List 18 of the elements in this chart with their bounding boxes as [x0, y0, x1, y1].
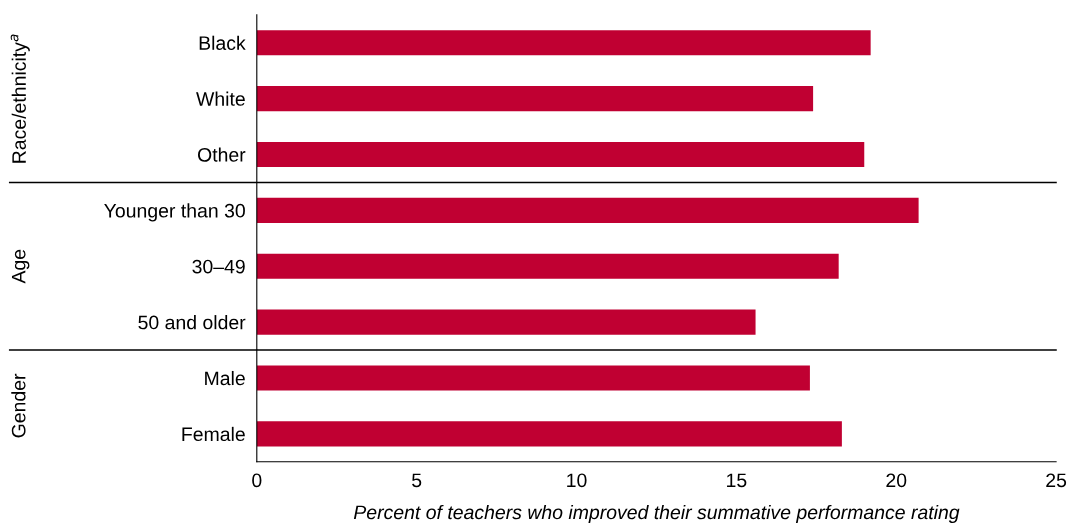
x-tick-label: 15 [727, 473, 747, 488]
y-axis-title: Gender [11, 373, 26, 438]
y-axis-title: Race/ethnicity$^{a}$ [10, 34, 30, 163]
y-tick-label: 30–49 [192, 259, 245, 274]
x-tick-label: 25 [1046, 473, 1067, 488]
y-tick-label: Black [199, 35, 246, 50]
y-axis-title: Age [11, 249, 30, 284]
x-tick-label: 10 [567, 473, 587, 488]
y-tick-label: Younger than 30 [104, 203, 245, 222]
x-tick-label: 20 [886, 473, 907, 488]
x-tick-label: 0 [252, 473, 262, 488]
y-tick-label: Male [205, 370, 245, 386]
y-tick-label: Female [182, 426, 245, 442]
y-tick-label: Other [197, 147, 246, 162]
x-axis-title: Percent of teachers who improved their summative performance rating [353, 504, 960, 524]
y-tick-label: White [196, 91, 245, 106]
y-tick-label: 50 and older [138, 315, 246, 330]
x-tick-label: 5 [412, 473, 422, 488]
